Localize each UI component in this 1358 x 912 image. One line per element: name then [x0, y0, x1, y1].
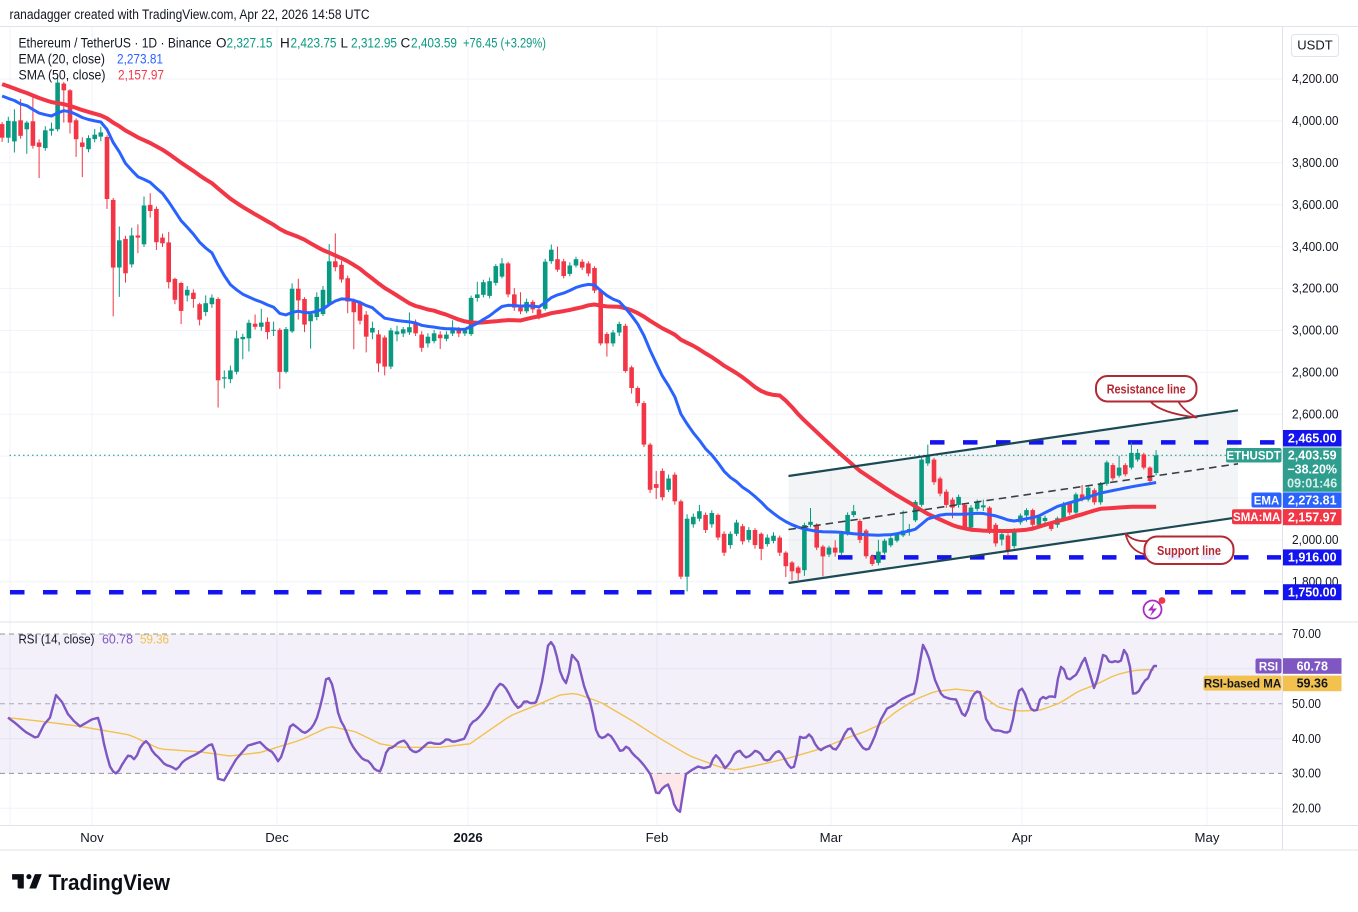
- svg-text:RSI-based MA: RSI-based MA: [1204, 678, 1281, 690]
- svg-text:20.00: 20.00: [1292, 801, 1321, 815]
- svg-text:4,200.00: 4,200.00: [1292, 72, 1339, 86]
- svg-text:RSI: RSI: [1259, 661, 1278, 673]
- svg-text:TradingView: TradingView: [49, 870, 171, 895]
- svg-text:2,327.15: 2,327.15: [227, 36, 273, 51]
- svg-text:3,800.00: 3,800.00: [1292, 156, 1339, 170]
- svg-text:40.00: 40.00: [1292, 732, 1321, 746]
- svg-text:EMA: EMA: [1254, 495, 1280, 507]
- svg-text:60.78: 60.78: [1297, 659, 1328, 673]
- svg-text:59.36: 59.36: [140, 632, 169, 647]
- svg-text:Apr: Apr: [1012, 830, 1033, 845]
- svg-text:2,273.81: 2,273.81: [117, 52, 163, 67]
- svg-text:C: C: [401, 36, 411, 51]
- svg-text:USDT: USDT: [1297, 38, 1332, 53]
- svg-text:Ethereum / TetherUS · 1D · Bin: Ethereum / TetherUS · 1D · Binance: [19, 36, 212, 51]
- svg-text:4,000.00: 4,000.00: [1292, 114, 1339, 128]
- svg-text:−38.20%: −38.20%: [1287, 462, 1337, 476]
- svg-text:3,600.00: 3,600.00: [1292, 198, 1339, 212]
- svg-text:2,403.59: 2,403.59: [1288, 448, 1337, 462]
- svg-text:1,750.00: 1,750.00: [1288, 586, 1337, 600]
- svg-text:2,600.00: 2,600.00: [1292, 407, 1339, 421]
- svg-text:59.36: 59.36: [1297, 677, 1328, 691]
- svg-text:Support line: Support line: [1157, 543, 1221, 558]
- svg-text:H: H: [280, 36, 290, 51]
- svg-text:2,312.95: 2,312.95: [351, 36, 397, 51]
- svg-text:09:01:46: 09:01:46: [1287, 476, 1337, 490]
- svg-text:RSI (14, close): RSI (14, close): [19, 632, 95, 647]
- svg-text:1,916.00: 1,916.00: [1288, 551, 1337, 565]
- svg-text:L: L: [341, 36, 349, 51]
- svg-text:2,423.75: 2,423.75: [291, 36, 337, 51]
- svg-text:O: O: [216, 36, 227, 51]
- svg-text:2,157.97: 2,157.97: [1288, 510, 1337, 524]
- svg-text:ranadagger created with Tradin: ranadagger created with TradingView.com,…: [10, 7, 370, 22]
- svg-text:2,465.00: 2,465.00: [1288, 432, 1337, 446]
- svg-text:2,403.59: 2,403.59: [411, 36, 457, 51]
- svg-text:+76.45 (+3.29%): +76.45 (+3.29%): [463, 36, 546, 51]
- svg-text:2026: 2026: [453, 830, 482, 845]
- svg-text:Nov: Nov: [80, 830, 104, 845]
- svg-text:2,000.00: 2,000.00: [1292, 533, 1339, 547]
- svg-text:Resistance line: Resistance line: [1107, 381, 1186, 396]
- svg-text:May: May: [1195, 830, 1220, 845]
- svg-text:2,157.97: 2,157.97: [118, 68, 164, 83]
- svg-text:SMA (50, close): SMA (50, close): [19, 68, 106, 83]
- svg-text:Mar: Mar: [820, 830, 843, 845]
- svg-text:Feb: Feb: [646, 830, 669, 845]
- svg-text:EMA (20, close): EMA (20, close): [19, 52, 106, 67]
- svg-text:30.00: 30.00: [1292, 767, 1321, 781]
- svg-text:3,200.00: 3,200.00: [1292, 282, 1339, 296]
- svg-text:ETHUSDT: ETHUSDT: [1227, 450, 1281, 462]
- svg-text:3,000.00: 3,000.00: [1292, 324, 1339, 338]
- svg-text:2,273.81: 2,273.81: [1288, 493, 1337, 507]
- svg-text:60.78: 60.78: [102, 632, 133, 647]
- svg-text:70.00: 70.00: [1292, 627, 1321, 641]
- svg-text:50.00: 50.00: [1292, 697, 1321, 711]
- svg-text:2,800.00: 2,800.00: [1292, 365, 1339, 379]
- svg-text:SMA:MA: SMA:MA: [1233, 512, 1280, 524]
- svg-text:Dec: Dec: [265, 830, 289, 845]
- svg-text:3,400.00: 3,400.00: [1292, 240, 1339, 254]
